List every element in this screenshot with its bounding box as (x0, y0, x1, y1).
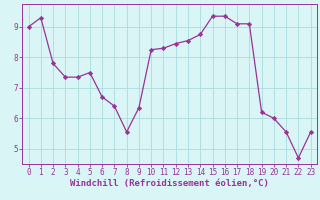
X-axis label: Windchill (Refroidissement éolien,°C): Windchill (Refroidissement éolien,°C) (70, 179, 269, 188)
